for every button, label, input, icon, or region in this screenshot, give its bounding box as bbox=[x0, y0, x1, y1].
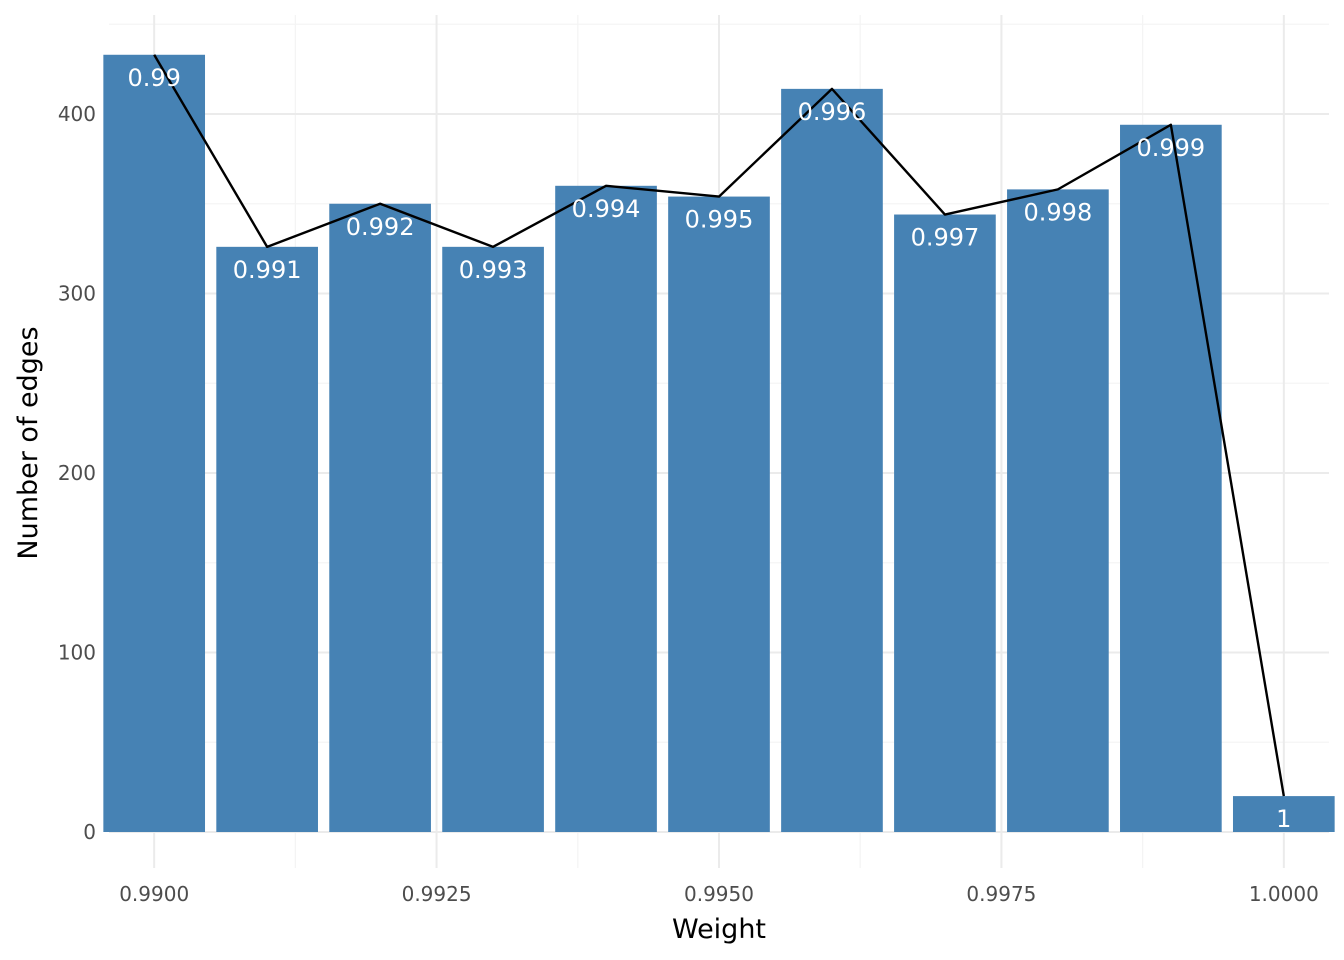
bar bbox=[1232, 796, 1335, 832]
x-tick-label: 0.9900 bbox=[119, 882, 189, 906]
bars-layer bbox=[103, 54, 1335, 833]
x-tick-label: 0.9950 bbox=[684, 882, 754, 906]
bar bbox=[442, 246, 544, 832]
bar-labels-layer: 0.99 0.991 0.992 0.993 0.994 0.995 0.996 0.997 0… bbox=[127, 64, 1291, 833]
bar-value-label: 0.99 bbox=[127, 64, 180, 92]
x-tick-labels: 0.9900 0.9925 0.9950 0.9975 1.0000 bbox=[119, 882, 1319, 906]
bar bbox=[329, 203, 431, 832]
bar bbox=[1120, 124, 1222, 832]
x-tick-label: 1.0000 bbox=[1249, 882, 1319, 906]
bar bbox=[103, 54, 206, 832]
bar-value-label: 0.997 bbox=[911, 224, 980, 252]
y-tick-label: 200 bbox=[58, 461, 96, 485]
bar bbox=[1007, 189, 1109, 832]
bar-value-label: 1 bbox=[1276, 805, 1291, 833]
y-tick-label: 300 bbox=[58, 282, 96, 306]
x-tick-label: 0.9925 bbox=[402, 882, 472, 906]
x-tick-label: 0.9975 bbox=[966, 882, 1036, 906]
y-tick-label: 400 bbox=[58, 102, 96, 126]
bar bbox=[216, 246, 318, 832]
y-tick-label: 0 bbox=[83, 820, 96, 844]
bar-value-label: 0.995 bbox=[685, 206, 754, 234]
y-tick-labels: 0 100 200 300 400 bbox=[58, 102, 96, 844]
bar-value-label: 0.996 bbox=[798, 98, 867, 126]
bar bbox=[894, 214, 996, 832]
bar bbox=[781, 88, 883, 833]
series-line bbox=[153, 54, 1285, 797]
y-axis-title: Number of edges bbox=[13, 326, 44, 559]
y-tick-label: 100 bbox=[58, 641, 96, 665]
bar-value-label: 0.994 bbox=[572, 195, 641, 223]
bar-value-label: 0.991 bbox=[233, 256, 302, 284]
bar-value-label: 0.993 bbox=[459, 256, 528, 284]
bar bbox=[668, 196, 770, 832]
x-axis-title: Weight bbox=[672, 914, 766, 945]
bar-value-label: 0.999 bbox=[1136, 134, 1205, 162]
bar-value-label: 0.998 bbox=[1024, 198, 1093, 226]
bar-value-label: 0.992 bbox=[346, 213, 415, 241]
line-layer bbox=[153, 54, 1285, 797]
bar bbox=[555, 185, 657, 833]
